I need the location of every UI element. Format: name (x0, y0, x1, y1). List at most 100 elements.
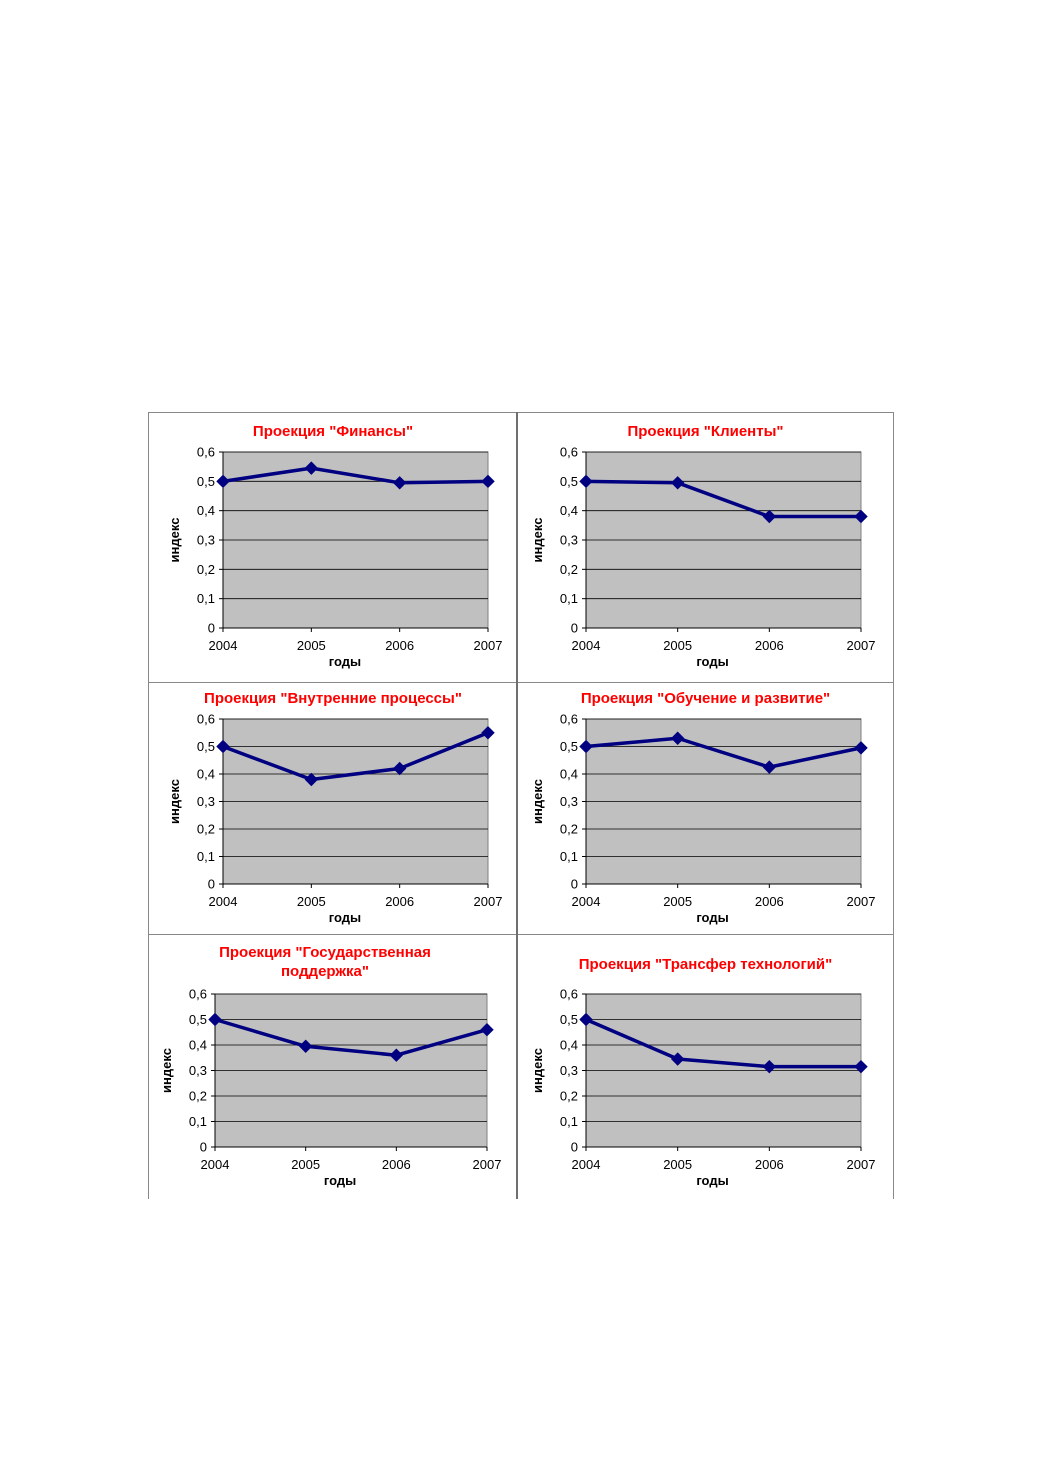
series-line (222, 466, 489, 485)
x-tick-label: 2005 (297, 638, 326, 653)
y-tick-label: 0,4 (560, 1038, 578, 1053)
series-line (585, 736, 862, 769)
x-tick-label: 2004 (209, 894, 238, 909)
chart-title: Проекция "Клиенты" (627, 423, 783, 440)
line-chart-6: Проекция "Трансфер технологий" 0 0,1 0,2 0,3… (530, 956, 876, 1188)
x-tick-label: 2005 (663, 894, 692, 909)
line-chart-2: Проекция "Клиенты" 0 0,1 0,2 0,3 0,4 0,5 0,6 200… (530, 423, 876, 669)
y-tick-label: 0,3 (197, 794, 215, 809)
y-axis-title: индекс (167, 779, 182, 824)
x-axis-title: годы (329, 910, 361, 925)
y-axis-title: индекс (530, 518, 545, 563)
x-tick-label: 2007 (474, 638, 503, 653)
y-tick-label: 0 (571, 1140, 578, 1155)
chart-panel-2: Проекция "Клиенты" 0 0,1 0,2 0,3 0,4 0,5 0,6 200… (518, 414, 893, 682)
y-tick-label: 0,1 (189, 1114, 207, 1129)
chart-title: Проекция "Финансы" (253, 423, 413, 440)
y-tick-label: 0,1 (560, 1114, 578, 1129)
y-tick-label: 0,3 (560, 533, 578, 548)
x-tick-label: 2004 (572, 638, 601, 653)
y-tick-label: 0,2 (197, 562, 215, 577)
y-tick-label: 0,2 (560, 1089, 578, 1104)
y-axis-title: индекс (530, 1048, 545, 1093)
y-tick-label: 0,6 (197, 712, 215, 727)
y-tick-label: 0 (200, 1140, 207, 1155)
data-point-marker (762, 760, 777, 774)
chart-title: Проекция "Государственная (219, 944, 431, 961)
x-tick-label: 2007 (473, 1157, 502, 1172)
data-point-marker (304, 772, 319, 787)
frame-row-divider-1 (148, 682, 894, 683)
x-tick-label: 2004 (201, 1157, 230, 1172)
frame-row-divider-2 (148, 934, 894, 935)
y-tick-label: 0,1 (197, 849, 215, 864)
y-tick-label: 0,4 (560, 767, 578, 782)
y-tick-label: 0,1 (560, 591, 578, 606)
y-tick-label: 0,5 (197, 739, 215, 754)
data-point-marker (216, 474, 230, 489)
line-chart-3: Проекция "Внутренние процессы" 0 0,1 0,2 0,3… (167, 690, 503, 925)
x-tick-label: 2004 (572, 894, 601, 909)
y-tick-label: 0,6 (189, 987, 207, 1002)
y-tick-label: 0 (208, 877, 215, 892)
y-tick-label: 0,5 (560, 739, 578, 754)
data-point-marker (298, 1039, 313, 1053)
x-tick-label: 2007 (847, 638, 876, 653)
y-axis-title: индекс (167, 518, 182, 563)
y-tick-label: 0,2 (197, 822, 215, 837)
x-axis-title: годы (696, 1173, 728, 1188)
chart-panel-3: Проекция "Внутренние процессы" 0 0,1 0,2 0,3… (150, 683, 516, 934)
y-tick-label: 0,3 (189, 1063, 207, 1078)
x-tick-label: 2007 (847, 894, 876, 909)
y-tick-label: 0,3 (197, 533, 215, 548)
y-tick-label: 0,4 (197, 503, 215, 518)
x-axis-title: годы (696, 910, 728, 925)
chart-panel-1: Проекция "Финансы" 0 0,1 0,2 0,3 0,4 0,5 0,6 200… (150, 414, 516, 682)
chart-panel-4: Проекция "Обучение и развитие" 0 0,1 0,2 0,3… (518, 683, 893, 934)
y-tick-label: 0,5 (560, 474, 578, 489)
x-axis-title: годы (696, 654, 728, 669)
x-tick-label: 2006 (382, 1157, 411, 1172)
y-axis-title: индекс (530, 779, 545, 824)
data-point-marker (216, 739, 230, 754)
data-point-marker (670, 476, 685, 490)
data-point-marker (579, 474, 593, 489)
frame-right-border (893, 412, 894, 1199)
data-point-marker (670, 1052, 685, 1066)
y-tick-label: 0,3 (560, 1063, 578, 1078)
line-chart-5: Проекция "Государственная поддержка" 0 0,1 0… (159, 944, 502, 1188)
x-tick-label: 2005 (297, 894, 326, 909)
data-point-marker (854, 1059, 868, 1074)
series-line (585, 479, 861, 519)
y-tick-label: 0,4 (197, 767, 215, 782)
y-axis-title: индекс (159, 1048, 174, 1093)
x-tick-label: 2007 (474, 894, 503, 909)
y-tick-label: 0,4 (189, 1038, 207, 1053)
y-tick-label: 0,5 (197, 474, 215, 489)
data-point-marker (854, 741, 868, 755)
x-tick-label: 2004 (572, 1157, 601, 1172)
y-tick-label: 0,4 (560, 503, 578, 518)
x-tick-label: 2007 (847, 1157, 876, 1172)
x-tick-label: 2006 (755, 638, 784, 653)
line-chart-1: Проекция "Финансы" 0 0,1 0,2 0,3 0,4 0,5 0,6 200… (167, 423, 503, 669)
x-tick-label: 2006 (385, 894, 414, 909)
y-tick-label: 0,1 (560, 849, 578, 864)
chart-panel-6: Проекция "Трансфер технологий" 0 0,1 0,2 0,3… (518, 935, 893, 1199)
chart-title: Проекция "Обучение и развитие" (581, 690, 830, 707)
x-axis-title: годы (324, 1173, 356, 1188)
frame-left-border (148, 412, 149, 1199)
data-point-marker (854, 509, 868, 524)
data-point-marker (579, 739, 593, 754)
chart-title: поддержка" (281, 963, 369, 980)
data-point-marker (392, 476, 407, 490)
x-tick-label: 2006 (755, 894, 784, 909)
y-tick-label: 0,3 (560, 794, 578, 809)
y-tick-label: 0,6 (560, 712, 578, 727)
chart-title: Проекция "Внутренние процессы" (204, 690, 462, 707)
y-tick-label: 0,2 (189, 1089, 207, 1104)
chart-panel-5: Проекция "Государственная поддержка" 0 0,1 0… (150, 935, 516, 1199)
line-chart-4: Проекция "Обучение и развитие" 0 0,1 0,2 0,3… (530, 690, 876, 925)
x-tick-label: 2006 (755, 1157, 784, 1172)
